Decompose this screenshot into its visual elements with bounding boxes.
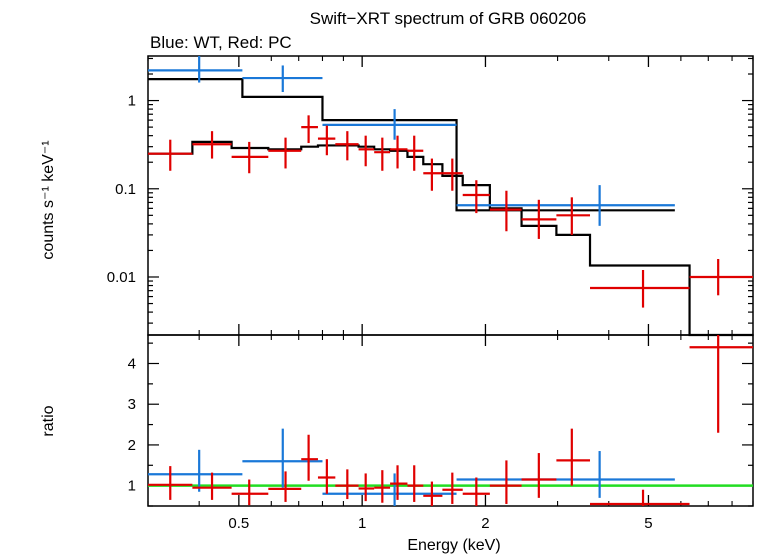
pc-data-point [556, 428, 591, 486]
wt-data-point [242, 65, 323, 93]
pc-data-point [317, 125, 336, 156]
wt-data-point [148, 56, 243, 83]
x-tick-label: 2 [481, 515, 489, 532]
x-axis-label: Energy (keV) [407, 537, 500, 554]
pc-data-point [148, 139, 193, 171]
pc-data-point [268, 471, 302, 502]
pc-data-point [521, 453, 557, 498]
pc-data-point [374, 137, 391, 171]
pc-data-point [462, 180, 490, 214]
pc-data-point [556, 197, 591, 235]
wt-data-point [456, 185, 675, 226]
pc-data-point [442, 472, 463, 504]
pc-data-point [231, 141, 269, 174]
pc-data-point [335, 469, 359, 500]
pc-data-point [442, 158, 463, 191]
ratio-y-axis-label: ratio [40, 405, 57, 436]
pc-data-point [317, 459, 336, 494]
y-tick-label: 2 [128, 437, 136, 454]
model-step-line [148, 140, 753, 337]
pc-data-point [407, 465, 424, 502]
pc-data-point [148, 466, 193, 500]
pc-data-point [374, 470, 391, 503]
pc-data-point [521, 199, 557, 239]
y-tick-label: 3 [128, 396, 136, 413]
x-tick-label: 1 [358, 515, 366, 532]
y-tick-label: 1 [128, 93, 136, 110]
pc-data-point [489, 460, 522, 504]
model-step-line [148, 78, 675, 212]
chart-subtitle: Blue: WT, Red: PC [150, 33, 292, 52]
y-tick-label: 0.01 [107, 269, 136, 286]
ratio-panel: 1 2 3 4 0.5 1 2 5 [128, 334, 754, 532]
y-tick-label: 4 [128, 356, 136, 373]
pc-data-point [462, 477, 490, 506]
pc-data-point [268, 137, 302, 169]
pc-data-point [231, 479, 269, 506]
pc-data-point [390, 135, 408, 169]
pc-data-point [192, 472, 232, 500]
pc-data-point [301, 434, 318, 481]
pc-data-point [407, 135, 424, 171]
pc-data-point [590, 270, 690, 308]
wt-data-point [322, 473, 457, 506]
pc-data-point [390, 465, 408, 500]
y-tick-label: 0.1 [115, 181, 136, 198]
spectrum-panel: 1 0.1 0.01 [107, 55, 754, 337]
plot-frame [147, 55, 754, 336]
pc-data-point [358, 135, 375, 167]
y-tick-label: 1 [128, 478, 136, 495]
pc-data-point [423, 158, 443, 191]
pc-data-point [301, 115, 318, 144]
chart-title: Swift−XRT spectrum of GRB 060206 [310, 9, 587, 28]
wt-data-point [456, 451, 675, 498]
pc-data-point [689, 335, 753, 433]
plot-frame [147, 334, 754, 507]
x-tick-label: 0.5 [228, 515, 249, 532]
pc-data-point [358, 473, 375, 502]
pc-data-point [335, 131, 359, 161]
wt-data-point [148, 449, 243, 492]
spectrum-y-axis-label: counts s⁻¹ keV⁻¹ [40, 140, 57, 259]
x-tick-label: 5 [644, 515, 652, 532]
pc-data-point [590, 489, 690, 506]
wt-data-point [322, 109, 457, 140]
pc-data-point [192, 131, 232, 159]
pc-data-point [689, 258, 753, 296]
pc-data-point [489, 190, 522, 232]
pc-data-point [423, 481, 443, 506]
